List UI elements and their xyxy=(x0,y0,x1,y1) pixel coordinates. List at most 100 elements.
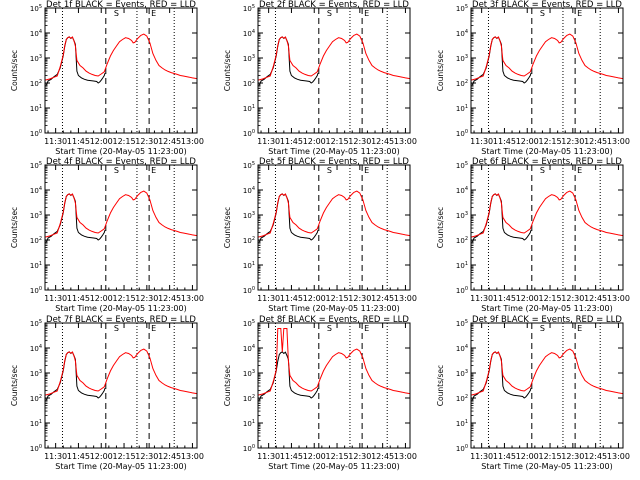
y-tick-label: 101 xyxy=(243,261,255,270)
series-line-lld xyxy=(258,33,410,81)
series-line-lld xyxy=(471,190,623,238)
y-tick-label: 100 xyxy=(456,286,468,295)
y-tick-label: 102 xyxy=(243,394,255,403)
y-tick-label: 104 xyxy=(30,29,42,38)
marker-label: S xyxy=(114,9,119,18)
x-tick-label: 12:30 xyxy=(348,294,371,303)
y-tick-label: 104 xyxy=(30,186,42,195)
x-tick-label: 11:45 xyxy=(493,294,516,303)
x-tick-label: 12:30 xyxy=(135,294,158,303)
series-line-events xyxy=(46,36,106,86)
y-axis-label: Counts/sec xyxy=(223,365,232,406)
y-tick-label: 104 xyxy=(243,29,255,38)
y-tick-label: 104 xyxy=(456,29,468,38)
y-axis-label: Counts/sec xyxy=(223,50,232,91)
marker-label: E xyxy=(364,166,369,175)
x-tick-label: 12:00 xyxy=(90,294,113,303)
x-tick-label: 11:30 xyxy=(470,137,493,146)
chart-title: Det 8f BLACK = Events, RED = LLD xyxy=(259,315,409,325)
y-tick-label: 101 xyxy=(30,419,42,428)
x-axis-label: Start Time (20-May-05 11:23:00) xyxy=(55,304,186,313)
y-tick-label: 100 xyxy=(456,129,468,138)
x-tick-label: 12:00 xyxy=(516,452,539,461)
x-tick-label: 13:00 xyxy=(181,294,204,303)
x-axis-label: Start Time (20-May-05 11:23:00) xyxy=(268,147,399,156)
x-tick-label: 12:15 xyxy=(113,452,136,461)
chart-title: Det 7f BLACK = Events, RED = LLD xyxy=(46,315,196,325)
x-tick-label: 12:15 xyxy=(539,137,562,146)
x-tick-label: 12:45 xyxy=(584,137,607,146)
y-tick-label: 103 xyxy=(243,54,255,63)
x-tick-label: 11:45 xyxy=(280,294,303,303)
y-tick-label: 105 xyxy=(456,319,468,328)
y-tick-label: 103 xyxy=(243,211,255,220)
y-tick-label: 105 xyxy=(30,319,42,328)
y-tick-label: 100 xyxy=(243,444,255,453)
x-tick-label: 12:30 xyxy=(348,452,371,461)
y-tick-label: 102 xyxy=(456,394,468,403)
chart-title: Det 3f BLACK = Events, RED = LLD xyxy=(472,0,622,10)
y-tick-label: 101 xyxy=(456,104,468,113)
y-axis-label: Counts/sec xyxy=(436,207,445,248)
chart-title: Det 6f BLACK = Events, RED = LLD xyxy=(472,157,622,167)
y-tick-label: 100 xyxy=(456,444,468,453)
y-tick-label: 102 xyxy=(30,236,42,245)
y-tick-label: 105 xyxy=(243,319,255,328)
marker-label: E xyxy=(364,9,369,18)
y-tick-label: 100 xyxy=(30,444,42,453)
marker-label: S xyxy=(114,166,119,175)
series-line-lld xyxy=(45,33,197,81)
marker-label: E xyxy=(151,9,156,18)
x-tick-label: 11:45 xyxy=(493,137,516,146)
x-tick-label: 12:45 xyxy=(158,452,181,461)
y-tick-label: 100 xyxy=(243,129,255,138)
y-tick-label: 102 xyxy=(456,79,468,88)
y-tick-label: 101 xyxy=(456,261,468,270)
y-tick-label: 104 xyxy=(30,344,42,353)
marker-label: S xyxy=(327,166,332,175)
y-tick-label: 104 xyxy=(243,344,255,353)
x-tick-label: 12:00 xyxy=(303,294,326,303)
y-axis-label: Counts/sec xyxy=(223,207,232,248)
series-line-events xyxy=(472,36,532,86)
x-axis-label: Start Time (20-May-05 11:23:00) xyxy=(481,304,612,313)
x-tick-label: 12:15 xyxy=(113,137,136,146)
y-tick-label: 104 xyxy=(243,186,255,195)
marker-label: S xyxy=(540,324,545,333)
marker-label: S xyxy=(327,9,332,18)
y-axis-label: Counts/sec xyxy=(436,50,445,91)
x-tick-label: 13:00 xyxy=(181,452,204,461)
x-tick-label: 12:15 xyxy=(326,452,349,461)
marker-label: E xyxy=(151,166,156,175)
plot-frame xyxy=(470,322,624,449)
x-tick-label: 12:45 xyxy=(158,294,181,303)
marker-label: E xyxy=(577,9,582,18)
x-tick-label: 12:45 xyxy=(371,452,394,461)
x-tick-label: 12:30 xyxy=(561,452,584,461)
series-line-events xyxy=(46,351,106,401)
series-line-events xyxy=(472,351,532,401)
x-tick-label: 13:00 xyxy=(607,452,630,461)
chart-title: Det 9f BLACK = Events, RED = LLD xyxy=(472,315,622,325)
x-tick-label: 12:00 xyxy=(516,294,539,303)
x-tick-label: 12:45 xyxy=(371,137,394,146)
y-axis-label: Counts/sec xyxy=(10,365,19,406)
x-tick-label: 12:45 xyxy=(584,294,607,303)
x-tick-label: 12:30 xyxy=(135,452,158,461)
y-tick-label: 100 xyxy=(243,286,255,295)
x-tick-label: 13:00 xyxy=(394,452,417,461)
x-tick-label: 11:30 xyxy=(257,137,280,146)
x-tick-label: 11:45 xyxy=(67,452,90,461)
y-tick-label: 103 xyxy=(30,54,42,63)
x-tick-label: 12:30 xyxy=(348,137,371,146)
series-line-lld xyxy=(471,348,623,396)
x-axis-label: Start Time (20-May-05 11:23:00) xyxy=(268,462,399,471)
x-tick-label: 13:00 xyxy=(394,294,417,303)
x-tick-label: 12:45 xyxy=(158,137,181,146)
x-tick-label: 12:00 xyxy=(90,137,113,146)
plot-frame xyxy=(470,7,624,134)
